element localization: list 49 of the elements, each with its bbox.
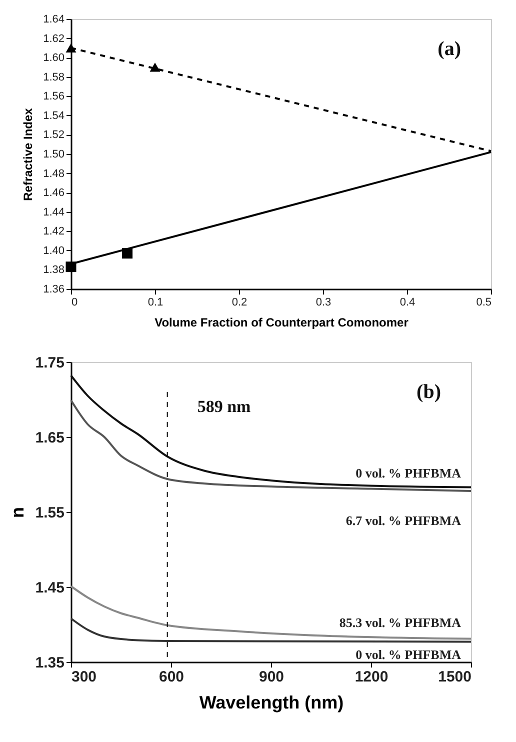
x-tick-label: 1500: [438, 668, 472, 686]
y-tick-label: 1.46: [43, 187, 64, 200]
x-tick-label: 1200: [354, 668, 388, 686]
series-label: 85.3 vol. % PHFBMA: [339, 614, 462, 630]
y-tick-label: 1.65: [35, 430, 64, 446]
point: [122, 248, 133, 259]
y-tick-label: 1.62: [43, 32, 64, 45]
x-axis-title: Wavelength (nm): [199, 692, 344, 712]
y-tick-label: 1.52: [43, 129, 64, 142]
x-tick-label: 0.4: [400, 296, 416, 308]
x-tick-label: 0: [72, 296, 78, 308]
x-tick-label: 0.1: [148, 296, 164, 308]
y-tick-label: 1.40: [43, 244, 64, 257]
series-label: 0 vol. % PHFBMA: [356, 465, 462, 480]
y-tick-label: 1.64: [43, 14, 64, 26]
x-tick-label: 900: [258, 668, 284, 686]
y-tick-label: 1.56: [43, 90, 64, 103]
point: [66, 43, 76, 52]
x-tick-label: 0.5: [476, 296, 492, 308]
point: [66, 262, 76, 272]
y-tick-label: 1.75: [35, 354, 64, 372]
x-tick-label: 0.3: [316, 296, 332, 308]
annotation: (b): [416, 381, 441, 403]
series-label: 6.7 vol. % PHFBMA: [346, 513, 462, 528]
y-tick-label: 1.38: [43, 264, 64, 276]
x-axis-title: Volume Fraction of Counterpart Comonomer: [154, 316, 409, 330]
y-tick-label: 1.50: [43, 148, 64, 160]
y-tick-label: 1.58: [43, 71, 64, 84]
y-tick-label: 1.45: [35, 580, 64, 596]
y-tick-label: 1.42: [43, 226, 64, 238]
y-tick-label: 1.60: [43, 52, 64, 64]
x-tick-label: 300: [72, 668, 97, 686]
y-tick-label: 1.35: [35, 654, 64, 672]
point: [150, 62, 160, 72]
line-series: [70, 374, 472, 488]
x-tick-label: 0.2: [232, 296, 248, 308]
series-label: 0 vol. % PHFBMA: [356, 646, 462, 662]
y-tick-label: 1.48: [43, 168, 64, 180]
line-series: [70, 585, 472, 640]
x-tick-label: 600: [158, 668, 184, 686]
y-tick-label: 1.55: [35, 504, 64, 522]
y-tick-label: 1.54: [43, 110, 64, 122]
ref-line-label: 589 nm: [197, 397, 251, 416]
y-axis-title: n: [7, 507, 28, 518]
y-axis-title: Refractive Index: [21, 108, 36, 201]
annotation: (a): [438, 38, 461, 60]
line-series: [70, 618, 472, 643]
y-tick-label: 1.44: [43, 206, 64, 218]
y-tick-label: 1.36: [43, 284, 64, 296]
